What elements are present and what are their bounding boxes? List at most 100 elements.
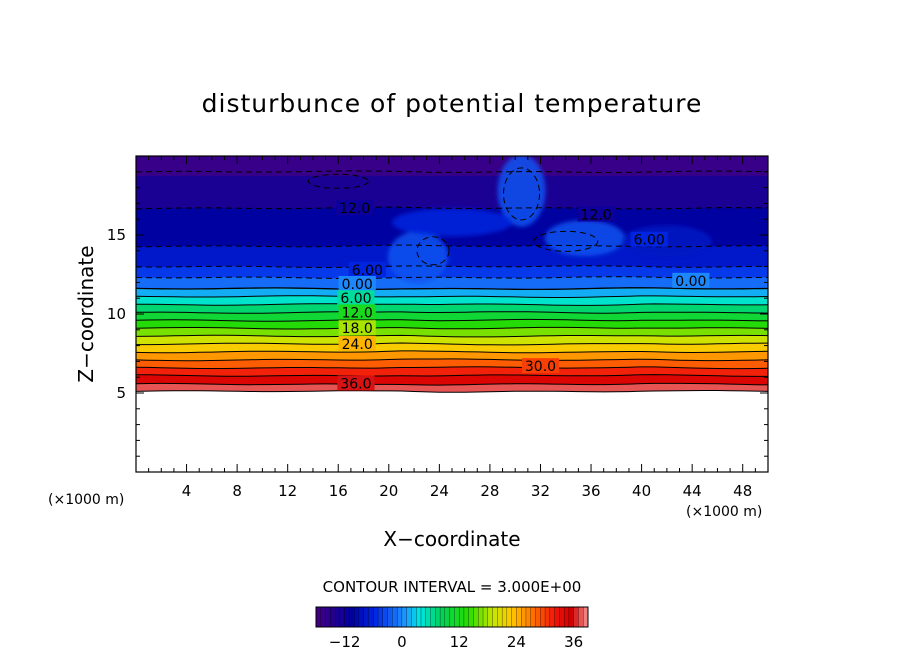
colorbar-cell bbox=[459, 606, 465, 628]
disturbance-blob bbox=[387, 231, 448, 284]
colorbar-cell bbox=[487, 606, 494, 628]
contour-line-closed bbox=[307, 173, 369, 189]
colorbar-cell bbox=[339, 606, 346, 628]
colorbar-cell bbox=[506, 606, 513, 628]
x-tick-label: 48 bbox=[733, 482, 752, 500]
contour-line bbox=[136, 374, 768, 377]
disturbance-blob bbox=[392, 208, 512, 237]
x-tick-label: 16 bbox=[329, 482, 348, 500]
colorbar-cell bbox=[573, 606, 579, 628]
colorbar-cell bbox=[420, 606, 427, 628]
colorbar-cell bbox=[468, 606, 474, 628]
colorbar-cell bbox=[344, 606, 350, 628]
colorbar-cell bbox=[334, 606, 341, 628]
contour-label-bg bbox=[337, 375, 375, 391]
colorbar-cell bbox=[501, 606, 508, 628]
colorbar-cell bbox=[535, 606, 541, 628]
contour-line bbox=[136, 206, 768, 210]
colorbar-cell bbox=[425, 606, 431, 628]
colorbar-cell bbox=[449, 606, 455, 628]
colorbar-tick-label: 36 bbox=[564, 633, 583, 651]
contour-line bbox=[136, 334, 768, 338]
colorbar-cell bbox=[497, 606, 503, 628]
x-tick-label: 28 bbox=[480, 482, 499, 500]
colorbar-cell bbox=[373, 606, 379, 628]
x-unit-left: (×1000 m) bbox=[48, 492, 124, 508]
filled-contours bbox=[136, 156, 768, 472]
colorbar-cell bbox=[392, 606, 398, 628]
x-tick-label: 40 bbox=[632, 482, 651, 500]
contour-interval-note: CONTOUR INTERVAL = 3.000E+00 bbox=[323, 578, 582, 596]
colorbar-cell bbox=[473, 606, 479, 628]
colorbar-cell bbox=[430, 606, 436, 628]
contour-label-bg bbox=[577, 206, 615, 222]
colorbar-cell bbox=[511, 606, 517, 628]
contour-line-closed bbox=[533, 230, 599, 252]
colorbar-cell bbox=[439, 606, 446, 628]
contour-line-closed bbox=[416, 236, 450, 266]
colorbar-cell bbox=[492, 606, 498, 628]
contour-line bbox=[136, 350, 768, 354]
colorbar-cell bbox=[463, 606, 470, 628]
colorbar-cell bbox=[525, 606, 532, 628]
contour-line bbox=[136, 382, 768, 386]
colorbar-cell bbox=[435, 606, 441, 628]
colorbar-cell bbox=[411, 606, 417, 628]
colorbar-cell bbox=[330, 606, 336, 628]
contour-labels: 12.0 12.06.006.000.00 0.006.0012.018.024.0… bbox=[336, 200, 710, 393]
contour-label-bg bbox=[338, 336, 376, 352]
contour-line bbox=[136, 303, 768, 306]
contour-label: 0.00 bbox=[342, 277, 373, 293]
x-tick-label: 32 bbox=[531, 482, 550, 500]
colorbar-ticks: −12 0 12 24 36 bbox=[329, 633, 583, 651]
contour-line-closed bbox=[503, 167, 541, 221]
disturbance-blobs bbox=[387, 156, 712, 284]
contour-label-bg bbox=[672, 272, 710, 288]
colorbar-cell bbox=[401, 606, 408, 628]
colorbar-tick-label: −12 bbox=[329, 633, 361, 651]
colorbar-cell bbox=[368, 606, 374, 628]
colorbar-cell bbox=[478, 606, 484, 628]
colorbar-cell bbox=[559, 606, 565, 628]
contour-lines bbox=[136, 167, 768, 393]
contour-line bbox=[136, 311, 768, 314]
contour-label: 6.00 bbox=[340, 291, 371, 307]
contour-label: 12.0 bbox=[339, 201, 370, 217]
colorbar-cell bbox=[544, 606, 551, 628]
colorbar-cell bbox=[482, 606, 489, 628]
contour-line bbox=[136, 265, 768, 269]
colorbar-cell bbox=[454, 606, 460, 628]
contour-line bbox=[136, 244, 768, 248]
colorbar-frame bbox=[315, 606, 589, 628]
contour-label: 36.0 bbox=[340, 377, 371, 393]
colorbar-cell bbox=[568, 606, 575, 628]
colorbar-cell bbox=[315, 606, 322, 628]
colorbar-cell bbox=[358, 606, 365, 628]
contour-label-bg bbox=[338, 275, 376, 291]
contour-line bbox=[136, 295, 768, 298]
contour-label-bg bbox=[338, 320, 376, 336]
contour-line bbox=[136, 318, 768, 322]
x-tick-label: 24 bbox=[430, 482, 449, 500]
colorbar-cell bbox=[377, 606, 384, 628]
contour-label-bg bbox=[336, 200, 374, 216]
colorbar-cell bbox=[521, 606, 527, 628]
colorbar: −12 0 12 24 36 bbox=[315, 606, 589, 651]
contour-label: 0.00 bbox=[675, 274, 706, 290]
contour-label-bg bbox=[630, 231, 668, 247]
colorbar-cell bbox=[540, 606, 546, 628]
chart-title: disturbunce of potential temperature bbox=[202, 89, 703, 118]
contour-label: 12.0 bbox=[342, 305, 373, 321]
colorbar-cell bbox=[406, 606, 412, 628]
colorbar-cell bbox=[530, 606, 536, 628]
x-tick-label: 12 bbox=[278, 482, 297, 500]
disturbance-blob bbox=[497, 156, 546, 227]
contour-label-bg bbox=[521, 358, 560, 374]
contour-line bbox=[136, 342, 768, 346]
x-tick-label: 44 bbox=[683, 482, 702, 500]
y-tick-label: 5 bbox=[116, 384, 126, 402]
disturbance-blob bbox=[544, 220, 625, 257]
colorbar-cell bbox=[578, 606, 584, 628]
